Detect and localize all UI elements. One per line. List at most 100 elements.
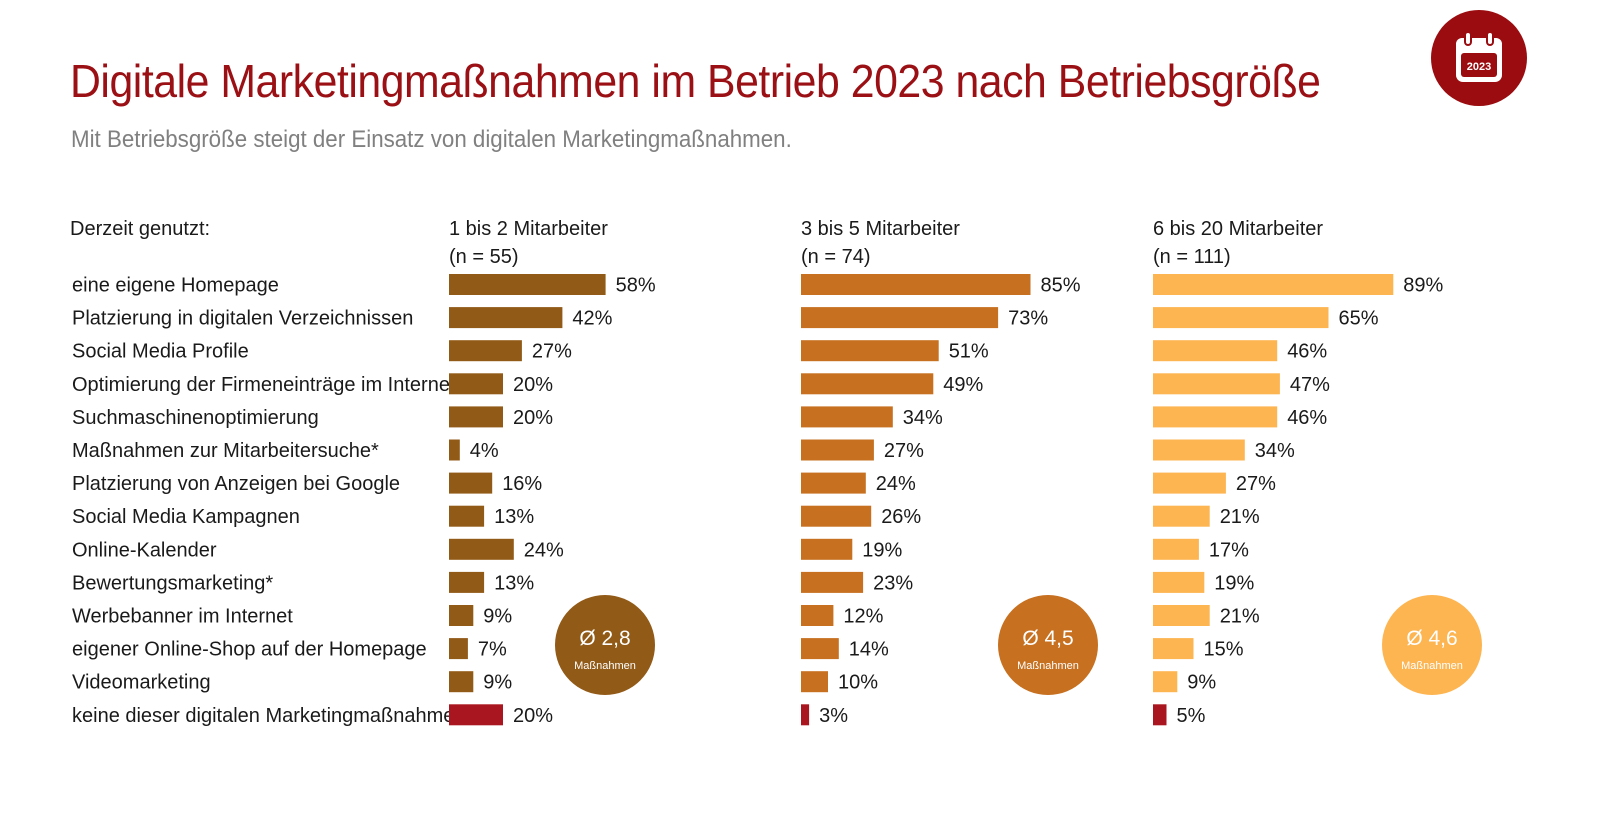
average-label: Maßnahmen — [1401, 660, 1463, 672]
bar — [1153, 406, 1278, 428]
bar — [801, 638, 839, 660]
average-circle — [1382, 595, 1482, 695]
category-label: Optimierung der Firmeneinträge im Intern… — [72, 374, 456, 396]
data-label: 26% — [881, 506, 921, 528]
data-label: 24% — [524, 539, 564, 561]
bar — [801, 472, 866, 494]
data-label: 89% — [1403, 275, 1443, 297]
bar — [1153, 340, 1278, 362]
category-label: Maßnahmen zur Mitarbeitersuche* — [72, 440, 379, 462]
data-label: 16% — [502, 473, 542, 495]
bar — [449, 638, 468, 660]
bar — [1153, 538, 1199, 560]
page-subtitle: Mit Betriebsgröße steigt der Einsatz von… — [71, 126, 792, 153]
series-title: 6 bis 20 Mitarbeiter — [1153, 218, 1323, 240]
bar — [449, 274, 606, 295]
data-label: 21% — [1220, 606, 1260, 628]
year-badge: 2023 — [1431, 10, 1527, 106]
category-label: Platzierung in digitalen Verzeichnissen — [72, 308, 413, 330]
bar — [449, 605, 474, 626]
category-label: eigener Online-Shop auf der Homepage — [72, 639, 427, 661]
bar — [1153, 638, 1194, 660]
data-label: 13% — [494, 506, 534, 528]
bar — [1153, 307, 1329, 329]
bar — [1153, 671, 1178, 693]
bar — [449, 373, 503, 395]
bar — [801, 538, 853, 560]
data-label: 42% — [572, 308, 612, 330]
data-label: 51% — [949, 341, 989, 363]
bar — [801, 373, 934, 395]
data-label: 4% — [470, 440, 499, 462]
bar — [1153, 505, 1210, 527]
bar — [801, 406, 893, 428]
series-title: 3 bis 5 Mitarbeiter — [801, 218, 960, 240]
bar — [1153, 472, 1226, 494]
data-label: 17% — [1209, 539, 1249, 561]
bar — [1153, 274, 1394, 295]
badge-year: 2023 — [1467, 61, 1491, 73]
bar — [801, 571, 864, 593]
average-circle — [998, 595, 1098, 695]
data-label: 7% — [478, 639, 507, 661]
bar — [801, 439, 874, 461]
bar — [801, 274, 1031, 295]
page-title: Digitale Marketingmaßnahmen im Betrieb 2… — [70, 55, 1321, 107]
data-label: 27% — [1236, 473, 1276, 495]
average-value: Ø 4,5 — [1022, 627, 1073, 650]
bar — [449, 538, 514, 560]
bar — [449, 307, 563, 329]
data-label: 9% — [483, 606, 512, 628]
average-value: Ø 4,6 — [1406, 627, 1457, 650]
bar — [449, 704, 503, 726]
bar — [449, 406, 503, 428]
data-label: 65% — [1339, 308, 1379, 330]
bar — [801, 605, 834, 626]
data-label: 34% — [903, 407, 943, 429]
series-n-label: (n = 55) — [449, 246, 518, 268]
data-label: 47% — [1290, 374, 1330, 396]
data-label: 20% — [513, 374, 553, 396]
series-n-label: (n = 111) — [1153, 246, 1231, 268]
data-label: 14% — [849, 639, 889, 661]
bar — [801, 505, 872, 527]
category-label: Online-Kalender — [72, 539, 217, 561]
category-label: Werbebanner im Internet — [72, 606, 293, 628]
data-label: 21% — [1220, 506, 1260, 528]
bar — [1153, 605, 1210, 626]
bar — [1153, 704, 1167, 726]
category-label: eine eigene Homepage — [72, 275, 279, 297]
bar — [801, 671, 828, 693]
data-label: 46% — [1287, 407, 1327, 429]
series-n-label: (n = 74) — [801, 246, 870, 268]
average-circle — [555, 595, 655, 695]
bar — [801, 704, 810, 726]
data-label: 20% — [513, 407, 553, 429]
data-label: 46% — [1287, 341, 1327, 363]
data-label: 19% — [862, 539, 902, 561]
data-label: 27% — [532, 341, 572, 363]
bar — [1153, 571, 1205, 593]
data-label: 3% — [819, 705, 848, 727]
series-title: 1 bis 2 Mitarbeiter — [449, 218, 608, 240]
data-label: 19% — [1214, 572, 1254, 594]
data-label: 9% — [483, 672, 512, 694]
data-label: 23% — [873, 572, 913, 594]
average-value: Ø 2,8 — [579, 627, 630, 650]
data-label: 58% — [616, 275, 656, 297]
category-label: Platzierung von Anzeigen bei Google — [72, 473, 400, 495]
category-label: Bewertungsmarketing* — [72, 572, 273, 594]
category-label: Social Media Profile — [72, 341, 249, 363]
data-label: 49% — [943, 374, 983, 396]
data-label: 24% — [876, 473, 916, 495]
bar — [449, 571, 485, 593]
bar — [449, 340, 522, 362]
data-label: 73% — [1008, 308, 1048, 330]
data-label: 85% — [1041, 275, 1081, 297]
data-label: 15% — [1204, 639, 1244, 661]
category-label: Suchmaschinenoptimierung — [72, 407, 319, 429]
category-label: keine dieser digitalen Marketingmaßnahme… — [72, 705, 466, 727]
calendar-icon: 2023 — [1456, 31, 1502, 82]
bar — [449, 439, 460, 461]
data-label: 27% — [884, 440, 924, 462]
